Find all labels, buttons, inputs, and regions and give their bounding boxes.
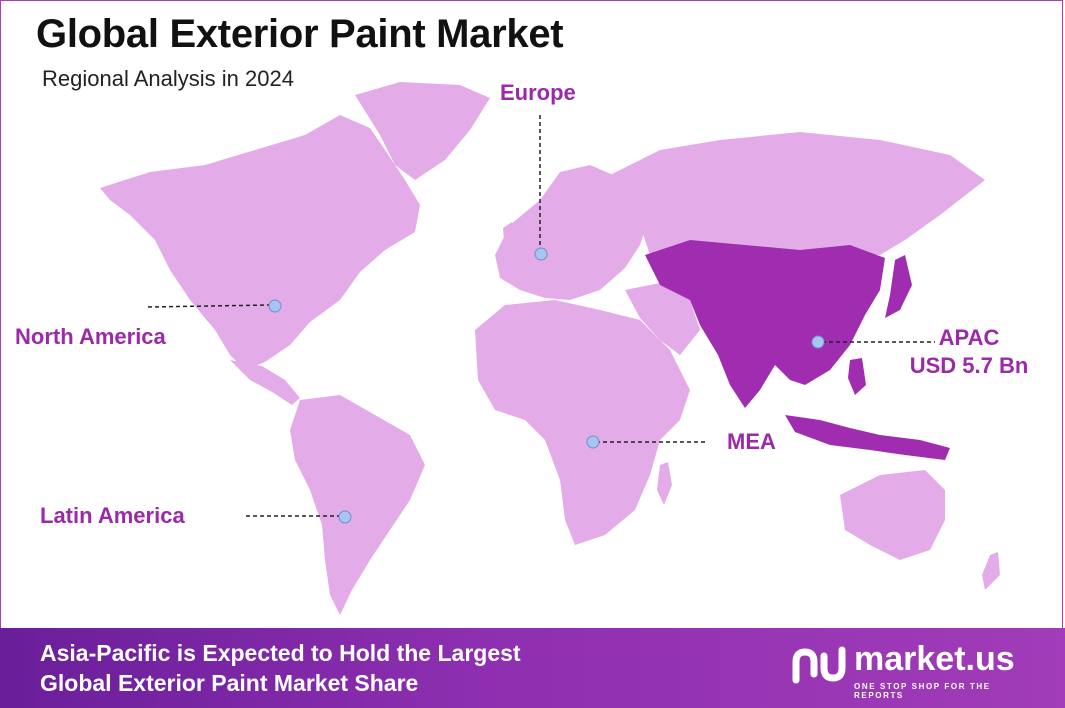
apac-highlight bbox=[645, 240, 950, 460]
label-latin-america: Latin America bbox=[40, 503, 185, 528]
brand-logo-icon bbox=[792, 646, 846, 684]
landmass-japan bbox=[885, 255, 912, 318]
landmass-central-america bbox=[230, 360, 300, 405]
landmass-indonesia bbox=[785, 415, 950, 460]
label-apac-value: USD 5.7 Bn bbox=[909, 353, 1029, 378]
leader-lines bbox=[147, 115, 935, 517]
landmass-north-asia bbox=[610, 132, 985, 255]
label-mea: MEA bbox=[727, 429, 776, 454]
page-subtitle: Regional Analysis in 2024 bbox=[42, 66, 294, 91]
landmass-philippines bbox=[848, 358, 866, 395]
marker-mea bbox=[586, 435, 600, 449]
landmass-africa bbox=[475, 300, 690, 545]
footer-banner: Asia-Pacific is Expected to Hold the Lar… bbox=[0, 628, 1065, 708]
landmass-australia bbox=[840, 470, 945, 560]
brand-logo: market.us ONE STOP SHOP FOR THE REPORTS bbox=[790, 640, 1040, 700]
landmass-south-america bbox=[290, 395, 425, 615]
landmass-madagascar bbox=[657, 462, 672, 505]
continents bbox=[100, 82, 1000, 615]
landmass-europe bbox=[495, 165, 655, 300]
landmass-new-zealand bbox=[982, 552, 1000, 590]
brand-name: market.us bbox=[854, 640, 1015, 678]
landmass-uk bbox=[503, 222, 516, 252]
landmass-north-america bbox=[100, 115, 420, 370]
footer-text: Asia-Pacific is Expected to Hold the Lar… bbox=[40, 638, 680, 698]
marker-europe bbox=[534, 247, 548, 261]
label-apac-name: APAC bbox=[938, 325, 1000, 350]
marker-north-america bbox=[268, 299, 282, 313]
brand-tagline: ONE STOP SHOP FOR THE REPORTS bbox=[854, 682, 991, 700]
footer-line-1: Asia-Pacific is Expected to Hold the Lar… bbox=[40, 640, 521, 666]
label-europe: Europe bbox=[500, 80, 576, 105]
page-title: Global Exterior Paint Market bbox=[36, 12, 564, 56]
label-north-america: North America bbox=[15, 324, 166, 349]
landmass-greenland bbox=[355, 82, 490, 180]
landmass-apac bbox=[645, 240, 885, 408]
landmass-middle-east bbox=[625, 282, 700, 355]
world-map bbox=[100, 82, 1000, 615]
footer-line-2: Global Exterior Paint Market Share bbox=[40, 670, 419, 696]
region-markers bbox=[268, 247, 825, 524]
label-apac: APAC USD 5.7 Bn bbox=[905, 324, 1033, 380]
marker-apac bbox=[811, 335, 825, 349]
marker-latin-america bbox=[338, 510, 352, 524]
leader-line-north-america bbox=[147, 304, 271, 308]
